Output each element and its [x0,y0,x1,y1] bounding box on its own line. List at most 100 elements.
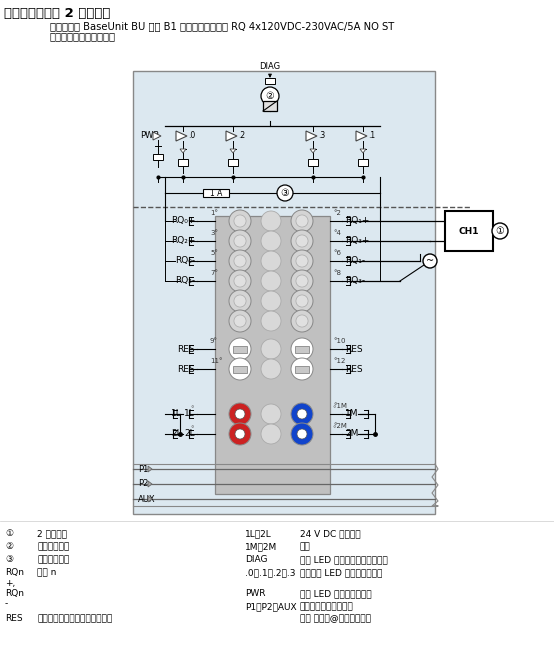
Circle shape [234,255,246,267]
Circle shape [234,295,246,307]
Text: 1 A: 1 A [210,189,222,197]
Text: PWR: PWR [140,132,159,140]
Text: P1: P1 [138,464,148,474]
Circle shape [297,429,307,439]
Text: 背板总线接口: 背板总线接口 [37,542,69,551]
Circle shape [229,338,251,360]
Circle shape [291,210,313,232]
Circle shape [296,275,308,287]
Polygon shape [180,149,186,153]
Circle shape [492,223,508,239]
Text: CH1: CH1 [459,227,479,235]
Circle shape [261,231,281,251]
Circle shape [261,404,281,424]
Circle shape [229,270,251,292]
Bar [215,216,330,494]
Circle shape [261,211,281,231]
Circle shape [297,409,307,419]
Circle shape [229,210,251,232]
Text: °2: °2 [333,210,341,216]
Text: AUX: AUX [138,494,156,504]
Bar [203,189,229,197]
Text: DIAG: DIAG [245,555,268,564]
Text: 连接 搜狐号@智能制造先择: 连接 搜狐号@智能制造先择 [300,614,371,623]
Bar [358,159,368,166]
Bar [263,101,277,111]
Text: 2L: 2L [184,429,195,438]
Bar [228,159,238,166]
Circle shape [277,185,293,201]
Circle shape [296,255,308,267]
Text: RQn: RQn [5,589,24,598]
Circle shape [234,215,246,227]
Circle shape [291,358,313,380]
Polygon shape [148,466,152,472]
Circle shape [261,291,281,311]
Circle shape [296,315,308,327]
Text: RQ₁+: RQ₁+ [345,217,370,225]
Text: 9°: 9° [210,338,218,344]
Text: .2: .2 [238,132,245,140]
Text: °: ° [190,406,193,412]
Bar [295,345,309,353]
Circle shape [261,311,281,331]
Text: °10: °10 [333,338,346,344]
Text: ②: ② [5,542,13,551]
Text: ③: ③ [281,188,289,198]
Text: °12: °12 [333,358,345,364]
Circle shape [296,235,308,247]
Circle shape [229,310,251,332]
Text: 下图显示了 BaseUnit BU 类型 B1 上数字量输出模块 RQ 4x120VDC-230VAC/5A NO ST: 下图显示了 BaseUnit BU 类型 B1 上数字量输出模块 RQ 4x12… [50,21,394,31]
Text: 连接：执行器的 2 线制连接: 连接：执行器的 2 线制连接 [4,7,110,20]
Text: 1°: 1° [210,210,218,216]
Text: 11°: 11° [210,358,223,364]
Text: RQ₂-: RQ₂- [175,276,195,286]
Text: 2M: 2M [345,429,358,438]
Text: RQ₃+: RQ₃+ [345,237,370,246]
Polygon shape [226,131,237,141]
Text: 预接线的内部电压总线: 预接线的内部电压总线 [300,602,354,611]
Circle shape [261,339,281,359]
Text: °2M: °2M [333,423,347,429]
Text: 5°: 5° [210,250,218,256]
Circle shape [235,429,245,439]
Text: °1M: °1M [333,403,347,409]
Circle shape [291,310,313,332]
Text: RES: RES [177,345,195,353]
Bar [233,345,247,353]
Text: 保留，仅供将来的功能扩展之用: 保留，仅供将来的功能扩展之用 [37,614,112,623]
Circle shape [261,359,281,379]
Bar [295,365,309,373]
Text: °6: °6 [333,250,341,256]
Circle shape [229,403,251,425]
Text: ①: ① [5,529,13,538]
Circle shape [229,358,251,380]
Text: RES: RES [5,614,23,623]
Text: .1: .1 [368,132,375,140]
Bar [133,71,435,514]
Text: 接地: 接地 [300,542,311,551]
Circle shape [261,87,279,105]
Text: RQn: RQn [5,568,24,577]
Bar [233,365,247,373]
Circle shape [229,230,251,252]
Text: 1L: 1L [184,409,195,419]
Text: 1M: 1M [345,409,358,419]
Text: RQ₁-: RQ₁- [345,256,365,266]
Circle shape [229,250,251,272]
Circle shape [296,215,308,227]
Text: RQ₀+: RQ₀+ [171,217,195,225]
Text: 7°: 7° [210,270,218,276]
Text: °8: °8 [333,270,341,276]
Text: RQ₀-: RQ₀- [175,256,195,266]
Text: 诊断 LED 指示灯（绿色、红色）: 诊断 LED 指示灯（绿色、红色） [300,555,388,564]
Circle shape [291,403,313,425]
Text: P2: P2 [138,480,148,488]
Text: ②: ② [265,91,274,101]
Bar [153,154,163,160]
Polygon shape [306,131,317,141]
Text: DIAG: DIAG [259,62,280,71]
Text: RQ₃-: RQ₃- [345,276,365,286]
Text: °: ° [332,426,336,432]
Text: ③: ③ [5,555,13,564]
